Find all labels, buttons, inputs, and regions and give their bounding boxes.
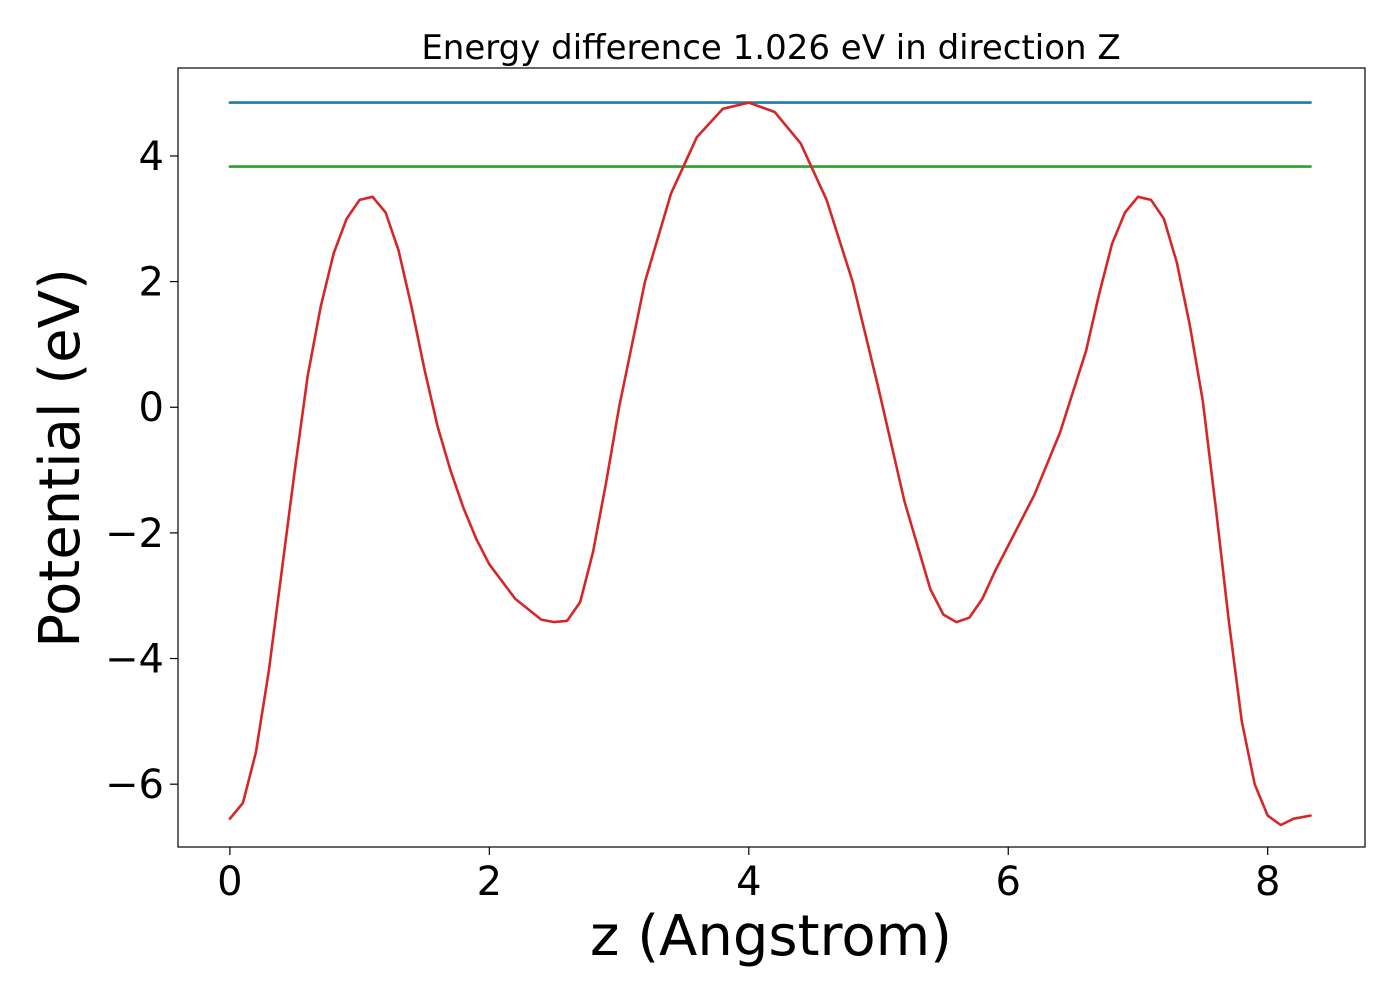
chart-title: Energy difference 1.026 eV in direction … [421, 28, 1120, 68]
x-tick-label: 4 [736, 859, 761, 905]
y-tick-label: 4 [139, 134, 164, 180]
y-tick-label: −4 [105, 637, 164, 683]
y-tick-label: 0 [139, 385, 164, 431]
y-tick-label: −2 [105, 511, 164, 557]
x-axis-ticks: 0 2 4 6 8 [217, 847, 1280, 905]
x-tick-label: 6 [996, 859, 1021, 905]
x-axis-title: z (Angstrom) [590, 904, 952, 969]
series-line-3 [228, 101, 1312, 827]
series-layer [228, 101, 1312, 827]
x-tick-label: 8 [1255, 859, 1280, 905]
y-tick-label: −6 [105, 762, 164, 808]
plot-area-frame [177, 67, 1366, 848]
x-tick-label: 0 [217, 859, 242, 905]
x-tick-label: 2 [477, 859, 502, 905]
y-tick-label: 2 [139, 260, 164, 306]
y-axis-title: Potential (eV) [28, 268, 93, 648]
y-axis-ticks: −6 −4 −2 0 2 4 [105, 134, 178, 808]
